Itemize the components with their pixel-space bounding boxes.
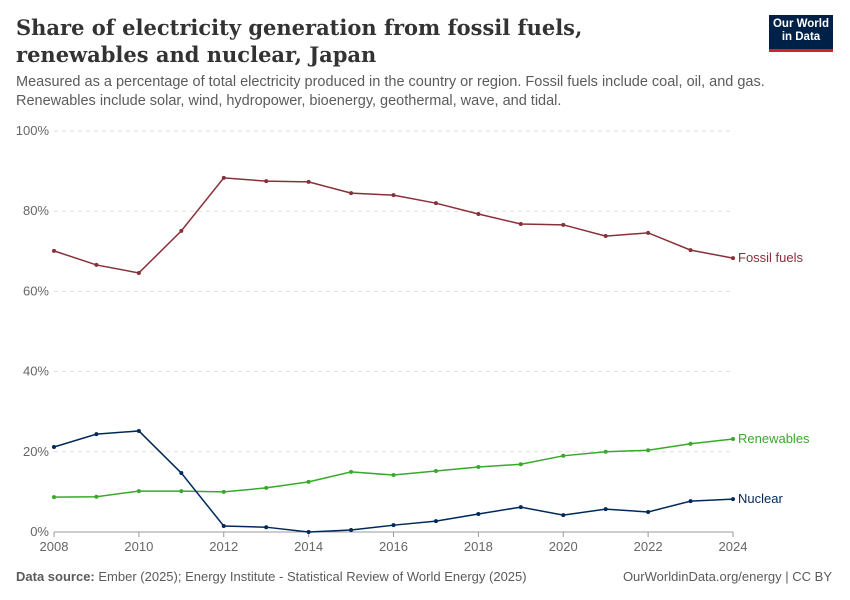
data-point: [731, 436, 735, 441]
data-point: [306, 530, 311, 534]
data-point: [646, 448, 651, 453]
x-tick-label: 2008: [40, 539, 69, 554]
data-point: [221, 523, 226, 528]
data-point: [136, 428, 141, 433]
data-point: [52, 248, 56, 253]
data-point: [391, 523, 396, 528]
data-point: [646, 509, 651, 514]
data-point: [433, 519, 438, 524]
data-point: [94, 432, 99, 437]
data-point: [391, 473, 396, 478]
x-tick-label: 2016: [379, 539, 408, 554]
data-point: [433, 201, 438, 206]
data-point: [561, 222, 566, 227]
data-point: [264, 525, 269, 530]
x-tick-label: 2022: [634, 539, 663, 554]
series-label: Renewables: [738, 431, 810, 446]
data-point: [518, 222, 523, 227]
data-point: [179, 228, 184, 233]
data-point: [52, 444, 56, 449]
data-point: [349, 469, 354, 474]
owid-link[interactable]: OurWorldinData.org/energy | CC BY: [622, 569, 832, 584]
data-point: [476, 465, 481, 470]
data-point: [646, 230, 651, 235]
data-point: [518, 505, 523, 510]
data-point: [433, 469, 438, 474]
data-point: [136, 489, 141, 494]
data-source: Data source: Ember (2025); Energy Instit…: [16, 569, 527, 584]
series-line-fossil-fuels: [53, 177, 734, 274]
x-tick-label: 2018: [464, 539, 493, 554]
data-point: [94, 494, 99, 499]
data-point: [603, 234, 608, 239]
data-point: [518, 462, 523, 467]
data-point: [306, 479, 311, 484]
series-label: Nuclear: [738, 491, 783, 506]
y-tick-label: 0%: [30, 524, 49, 539]
data-point: [561, 513, 566, 518]
x-tick-label: 2020: [549, 539, 578, 554]
data-point: [179, 489, 184, 494]
data-point: [179, 471, 184, 476]
series-line-nuclear: [53, 430, 734, 533]
x-tick-label: 2010: [124, 539, 153, 554]
owid-logo[interactable]: Our World in Data: [769, 15, 833, 52]
y-tick-label: 20%: [23, 444, 49, 459]
data-point: [306, 179, 311, 184]
line-chart: 0% 20% 40% 60% 80% 100% 2008 2010 2012 2014 2016 20…: [16, 123, 810, 554]
data-point: [688, 441, 693, 446]
x-tick-label: 2024: [719, 539, 748, 554]
data-point: [264, 485, 269, 490]
data-point: [688, 248, 693, 253]
data-point: [391, 193, 396, 198]
data-point: [561, 453, 566, 458]
data-point: [136, 270, 141, 275]
data-point: [349, 191, 354, 196]
y-tick-label: 40%: [23, 364, 49, 379]
source-text: Ember (2025); Energy Institute - Statist…: [98, 569, 527, 584]
data-point: [688, 499, 693, 504]
data-point: [52, 495, 56, 500]
data-point: [264, 179, 269, 184]
data-point: [731, 256, 735, 261]
x-tick-label: 2012: [209, 539, 238, 554]
chart-title: Share of electricity generation from fos…: [16, 15, 583, 67]
data-point: [603, 507, 608, 512]
data-point: [349, 527, 354, 532]
data-point: [603, 449, 608, 454]
x-tick-label: 2014: [294, 539, 323, 554]
y-tick-label: 60%: [23, 283, 49, 298]
data-point: [731, 497, 735, 502]
data-point: [221, 175, 226, 180]
chart-subtitle: Measured as a percentage of total electr…: [16, 74, 765, 109]
data-point: [221, 489, 226, 494]
y-tick-label: 80%: [23, 203, 49, 218]
data-point: [94, 262, 99, 267]
series-label: Fossil fuels: [738, 250, 804, 265]
data-point: [476, 212, 481, 217]
y-tick-label: 100%: [16, 123, 50, 138]
source-label: Data source:: [16, 569, 95, 584]
data-point: [476, 511, 481, 516]
